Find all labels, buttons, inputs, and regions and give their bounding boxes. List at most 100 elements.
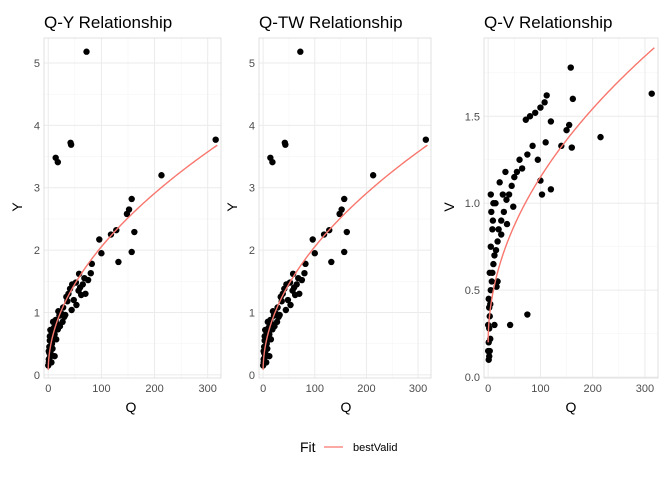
data-point — [568, 144, 575, 151]
data-point — [336, 210, 343, 218]
data-point — [131, 228, 138, 236]
data-point — [212, 136, 219, 143]
data-point — [309, 236, 316, 243]
data-point — [82, 290, 89, 297]
data-point — [486, 353, 493, 360]
data-point — [491, 321, 498, 329]
x-tick-label: 100 — [306, 383, 324, 395]
fit-line — [487, 47, 655, 343]
y-tick-label: 3 — [249, 183, 255, 195]
y-tick-label: 3 — [34, 183, 40, 195]
y-tick-label: 2 — [34, 245, 40, 257]
data-point — [287, 301, 294, 309]
y-axis-label: Y — [9, 202, 25, 212]
data-point — [541, 99, 548, 106]
panel-border — [258, 37, 432, 379]
legend-label: bestValid — [353, 442, 397, 454]
data-point — [495, 226, 502, 233]
data-point — [341, 248, 348, 256]
data-point — [422, 136, 430, 143]
data-point — [537, 104, 544, 111]
fit-line — [262, 144, 428, 370]
data-point — [648, 90, 655, 97]
data-point — [487, 243, 494, 250]
data-point — [343, 228, 351, 236]
data-point — [290, 284, 298, 291]
data-point — [547, 118, 555, 125]
data-point — [56, 323, 64, 330]
legend-title: Fit — [300, 439, 316, 455]
data-point — [522, 116, 530, 123]
data-point — [518, 165, 526, 172]
data-point — [267, 336, 275, 343]
data-point — [569, 95, 577, 103]
data-point — [266, 352, 273, 360]
data-point — [271, 323, 278, 330]
data-point — [68, 306, 75, 314]
data-point — [538, 191, 546, 198]
data-point — [499, 191, 507, 198]
data-point — [76, 284, 84, 291]
x-axis-label: Q — [126, 399, 137, 415]
x-tick-label: 100 — [531, 383, 549, 395]
data-point — [70, 296, 77, 304]
data-point — [502, 168, 509, 176]
panel-title: Q-TW Relationship — [259, 13, 403, 32]
data-point — [284, 296, 292, 304]
data-point — [328, 258, 335, 266]
data-point — [128, 195, 135, 203]
data-point — [87, 269, 94, 277]
panel-q-y: Q-Y Relationship Q Y 0 100 200 300 0 1 2 3 4 5 — [9, 13, 222, 415]
data-point — [269, 158, 276, 166]
panel-q-tw: Q-TW Relationship Q Y 0 100 200 300 0 1 2 3 4 5 — [224, 13, 432, 415]
data-point — [511, 173, 518, 181]
data-point — [489, 226, 496, 233]
data-point — [49, 318, 57, 326]
data-point — [567, 64, 574, 71]
data-point — [264, 318, 271, 326]
y-tick-label: 0 — [249, 370, 255, 382]
data-point — [158, 172, 165, 179]
y-tick-label: 4 — [249, 120, 255, 132]
data-point — [301, 269, 308, 277]
data-point — [47, 326, 54, 334]
data-point — [489, 217, 497, 224]
x-tick-label: 0 — [260, 383, 266, 395]
y-tick-label: 1 — [34, 307, 40, 319]
data-point — [513, 168, 521, 176]
data-point — [490, 260, 497, 268]
legend: Fit bestValid — [300, 439, 397, 455]
data-point — [54, 158, 62, 166]
data-point — [282, 306, 290, 314]
panel-q-v: Q-V Relationship Q V 0 100 200 300 0.0 0.5 1.0… — [441, 13, 659, 415]
x-tick-label: 300 — [409, 383, 427, 395]
y-axis-label: V — [441, 202, 457, 212]
data-point — [488, 208, 495, 216]
data-point — [565, 121, 573, 129]
data-point — [123, 210, 131, 218]
data-point — [524, 311, 531, 318]
data-point — [498, 231, 505, 238]
data-point — [597, 133, 604, 141]
grid — [483, 37, 659, 379]
data-point — [542, 139, 549, 146]
data-point — [494, 238, 501, 245]
data-point — [263, 359, 270, 366]
data-point — [261, 326, 269, 334]
data-point — [311, 250, 318, 257]
data-point — [492, 246, 500, 254]
x-tick-label: 200 — [145, 383, 163, 395]
y-tick-label: 4 — [34, 120, 40, 132]
data-point — [490, 200, 497, 207]
data-point — [296, 290, 303, 297]
x-tick-label: 0 — [45, 383, 51, 395]
data-point — [369, 172, 377, 179]
x-axis-label: Q — [566, 399, 577, 415]
y-tick-label: 5 — [34, 58, 40, 70]
data-point — [510, 203, 517, 210]
data-point — [297, 48, 304, 55]
x-tick-label: 300 — [636, 383, 654, 395]
data-point — [282, 141, 289, 148]
data-point — [532, 109, 539, 116]
